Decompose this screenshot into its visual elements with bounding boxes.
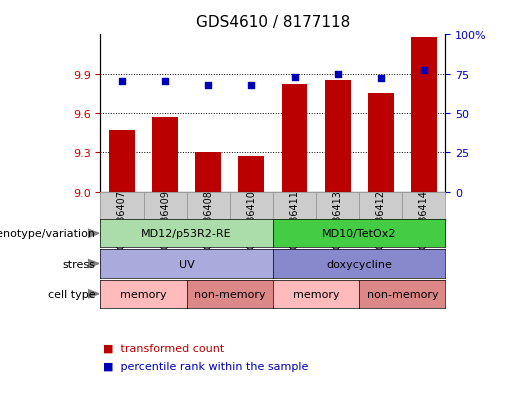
Bar — [152, 117, 178, 192]
Text: MD12/p53R2-RE: MD12/p53R2-RE — [142, 229, 232, 239]
Bar — [411, 38, 437, 192]
Text: GSM936414: GSM936414 — [419, 190, 429, 248]
Text: cell type: cell type — [48, 289, 95, 299]
Text: ■  percentile rank within the sample: ■ percentile rank within the sample — [103, 361, 308, 371]
Text: GSM936407: GSM936407 — [117, 190, 127, 248]
Polygon shape — [88, 290, 99, 298]
Text: non-memory: non-memory — [194, 289, 266, 299]
Text: GSM936410: GSM936410 — [246, 190, 256, 248]
Text: UV: UV — [179, 259, 195, 269]
Text: stress: stress — [62, 259, 95, 269]
Bar — [238, 157, 264, 192]
Bar — [195, 153, 221, 192]
Text: MD10/TetOx2: MD10/TetOx2 — [322, 229, 397, 239]
Text: memory: memory — [120, 289, 167, 299]
Point — [247, 82, 255, 89]
Text: memory: memory — [293, 289, 339, 299]
Bar — [368, 94, 394, 192]
Text: doxycycline: doxycycline — [327, 259, 392, 269]
Text: genotype/variation: genotype/variation — [0, 229, 95, 239]
Bar — [109, 131, 135, 192]
Point — [118, 79, 126, 85]
Text: non-memory: non-memory — [367, 289, 438, 299]
Text: GSM936412: GSM936412 — [376, 190, 386, 248]
Text: ■  transformed count: ■ transformed count — [103, 342, 224, 352]
Point — [161, 79, 169, 85]
Title: GDS4610 / 8177118: GDS4610 / 8177118 — [196, 15, 350, 30]
Point — [290, 74, 299, 81]
Point — [334, 71, 342, 78]
Bar — [325, 81, 351, 192]
Bar — [282, 85, 307, 192]
Point — [420, 68, 428, 74]
Polygon shape — [88, 229, 99, 238]
Point — [376, 76, 385, 82]
Text: GSM936413: GSM936413 — [333, 190, 342, 248]
Text: GSM936411: GSM936411 — [289, 190, 300, 248]
Point — [204, 82, 212, 89]
Text: GSM936408: GSM936408 — [203, 190, 213, 248]
Text: GSM936409: GSM936409 — [160, 190, 170, 248]
Polygon shape — [88, 260, 99, 268]
